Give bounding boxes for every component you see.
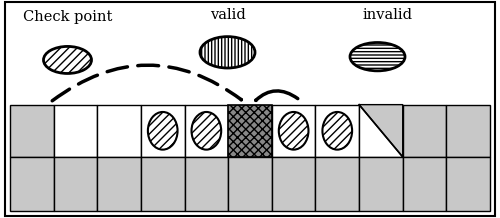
Bar [316,105,359,157]
Ellipse shape [192,112,221,150]
Text: valid: valid [210,8,246,22]
Ellipse shape [322,112,352,150]
Bar [402,157,446,211]
FancyArrowPatch shape [256,91,298,100]
Bar [141,105,184,157]
Bar [10,105,54,157]
Ellipse shape [44,46,92,73]
Bar [54,157,98,211]
Bar [228,157,272,211]
Bar [272,157,316,211]
Bar [10,157,54,211]
Bar [359,105,403,157]
Bar [272,105,316,157]
Bar [54,105,98,157]
Bar [98,105,141,157]
Ellipse shape [279,112,308,150]
Bar [184,157,228,211]
Bar [98,157,141,211]
Ellipse shape [350,43,405,71]
Text: invalid: invalid [362,8,412,22]
Bar [228,105,272,157]
Bar [316,157,359,211]
Bar [402,105,446,157]
Ellipse shape [200,37,255,68]
Polygon shape [359,105,403,157]
Ellipse shape [148,112,178,150]
Bar [446,105,490,157]
Text: Check point: Check point [23,10,112,24]
FancyArrowPatch shape [52,65,242,101]
Bar [141,157,184,211]
Bar [359,157,403,211]
Bar [446,157,490,211]
Bar [184,105,228,157]
